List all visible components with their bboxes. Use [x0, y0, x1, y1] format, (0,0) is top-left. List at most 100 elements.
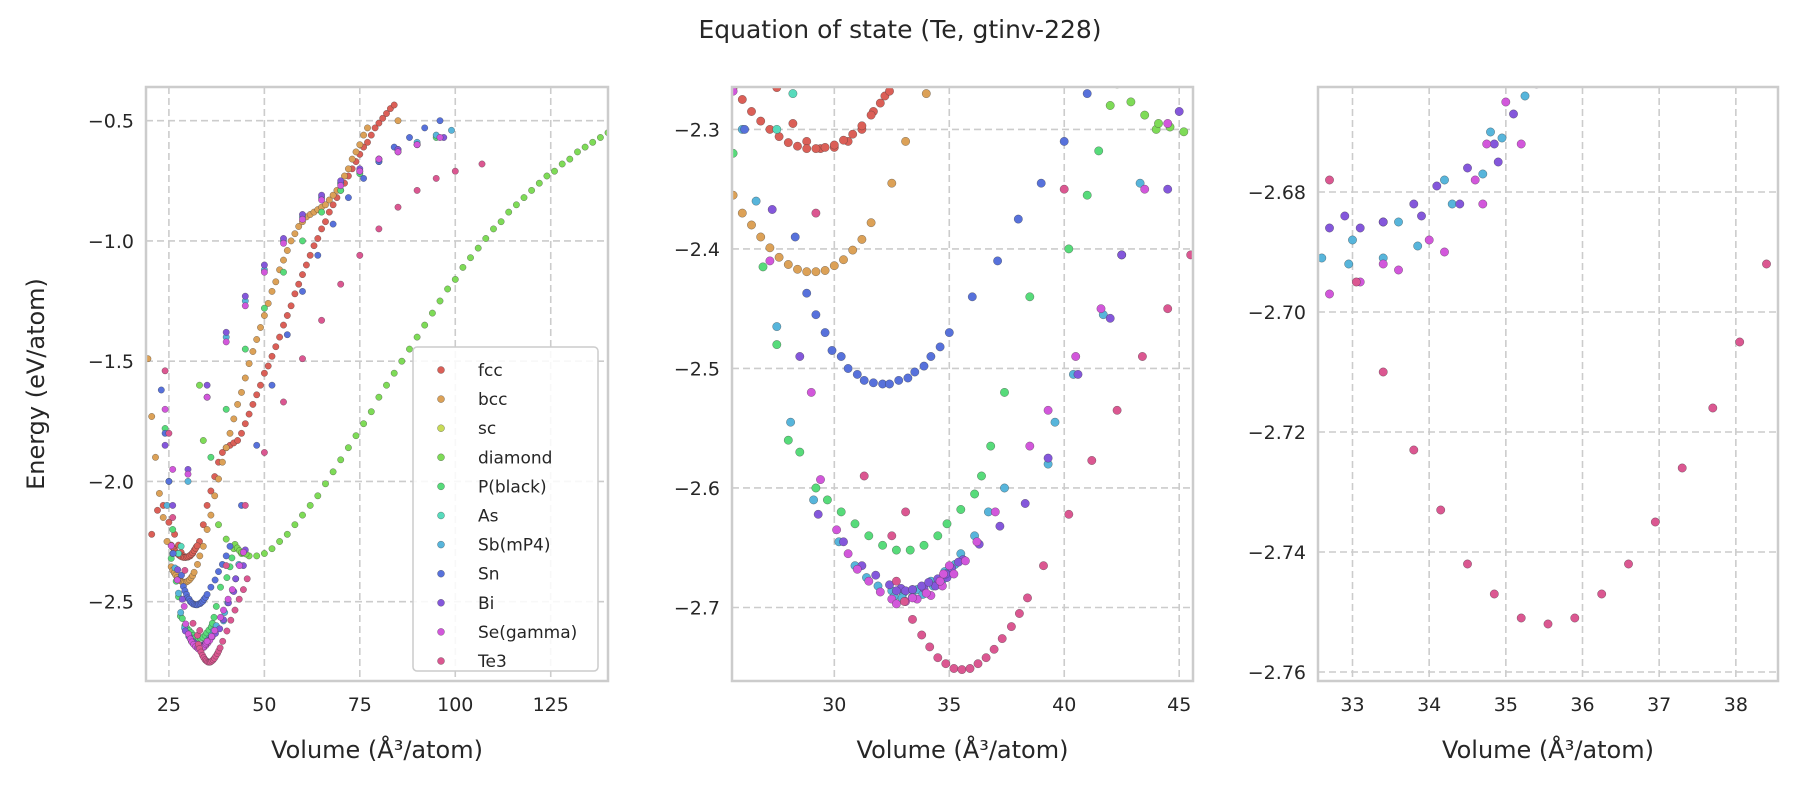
data-point-fcc [793, 141, 802, 151]
data-point-te3 [1112, 405, 1122, 415]
data-point-te3 [1006, 622, 1016, 632]
data-point-sb-mp4 [1000, 483, 1009, 493]
data-point-bcc [272, 278, 280, 286]
data-point-se-gamma [299, 215, 306, 223]
x-tick-label: 25 [157, 694, 181, 716]
data-point-fcc [325, 208, 333, 216]
data-point-diamond [344, 444, 352, 452]
data-point-p-black [878, 540, 888, 550]
legend-box [412, 346, 599, 672]
data-point-te3 [859, 471, 869, 481]
axes-frame [1316, 85, 1780, 683]
data-point-fcc [839, 135, 848, 145]
data-point-bcc [901, 136, 911, 146]
data-point-diamond [1154, 119, 1163, 128]
x-tick-label: 45 [1167, 694, 1191, 716]
data-point-as [772, 124, 782, 134]
data-point-fcc [249, 400, 257, 408]
data-point-bcc [215, 475, 222, 483]
data-point-te3 [965, 664, 975, 673]
data-point-bi [839, 537, 848, 547]
x-tick-label: 38 [1724, 694, 1748, 716]
data-point-bcc [295, 223, 303, 230]
data-point-se-gamma [260, 268, 268, 276]
data-point-sb-mp4 [1486, 127, 1495, 137]
data-point-se-gamma [169, 465, 177, 473]
data-point-fcc [268, 352, 276, 360]
data-point-p-black [210, 613, 218, 621]
x-tick-label: 50 [252, 694, 276, 716]
data-point-diamond [283, 530, 291, 538]
data-point-sn [406, 134, 413, 141]
data-point-se-gamma [864, 576, 874, 586]
data-point-sb-mp4 [1135, 178, 1145, 188]
data-point-te3 [901, 507, 911, 517]
data-point-fcc [272, 343, 280, 351]
x-tick-label: 37 [1647, 694, 1671, 716]
data-point-se-gamma [949, 569, 959, 579]
data-point-bi [1489, 139, 1499, 149]
data-point-te3 [973, 659, 983, 669]
data-point-bcc [329, 191, 337, 199]
data-point-te3 [243, 575, 251, 583]
data-point-sn [222, 552, 230, 560]
data-point-fcc [280, 321, 287, 329]
data-point-diamond [467, 254, 474, 262]
x-tick-label: 75 [348, 694, 372, 716]
data-point-te3 [949, 664, 959, 673]
data-point-diamond [314, 492, 322, 500]
data-point-fcc [291, 290, 299, 298]
data-point-p-black [772, 340, 782, 350]
data-point-fcc [788, 119, 798, 128]
data-point-p-black [811, 483, 821, 493]
data-point-se-gamma [413, 141, 421, 149]
data-point-p-black [977, 471, 986, 481]
data-point-bcc [230, 415, 238, 423]
data-point-bcc [291, 230, 299, 238]
data-point-se-gamma [832, 525, 842, 535]
data-point-se-gamma [908, 593, 917, 603]
x-tick-label: 36 [1570, 694, 1594, 716]
data-point-p-black [783, 435, 793, 445]
legend-label-as: As [478, 507, 499, 527]
data-point-sn [253, 441, 261, 449]
data-point-te3 [908, 614, 917, 624]
data-point-bcc [257, 324, 264, 331]
data-point-se-gamma [1325, 289, 1334, 299]
data-point-bcc [148, 413, 156, 420]
legend-label-te3: Te3 [477, 652, 507, 672]
x-axis-label: Volume (Å³/atom) [1442, 735, 1654, 764]
data-point-te3 [235, 595, 243, 603]
data-point-bcc [226, 429, 234, 437]
data-point-se-gamma [1501, 97, 1511, 107]
data-point-bcc [829, 261, 839, 271]
data-point-p-black [280, 268, 287, 276]
data-point-diamond [551, 167, 558, 175]
data-point-te3 [299, 355, 306, 363]
data-point-diamond [337, 456, 345, 464]
y-tick-label: −2.68 [1248, 182, 1306, 204]
data-point-sn [993, 256, 1003, 266]
data-point-fcc [747, 107, 756, 116]
data-point-se-gamma [239, 548, 247, 556]
data-point-sb-mp4 [1050, 417, 1060, 427]
data-point-bcc [341, 172, 348, 180]
data-point-bi [1340, 211, 1350, 221]
data-point-sb-mp4 [175, 589, 182, 597]
data-point-bi [222, 328, 230, 336]
data-point-diamond [367, 408, 375, 416]
data-point-diamond [558, 160, 566, 168]
data-point-fcc [848, 129, 858, 139]
data-point-sn [903, 373, 913, 383]
data-point-diamond [1179, 127, 1189, 137]
legend-marker-sc [437, 424, 445, 432]
data-point-te3 [981, 653, 991, 663]
data-point-sb-mp4 [163, 501, 171, 509]
data-point-p-black [299, 237, 306, 245]
data-point-bi [241, 292, 249, 300]
data-point-p-black [864, 531, 874, 541]
legend-label-p-black: P(black) [478, 477, 547, 497]
data-point-sn [329, 220, 337, 228]
data-point-bcc [839, 255, 848, 265]
legend-marker-bcc [437, 395, 445, 403]
